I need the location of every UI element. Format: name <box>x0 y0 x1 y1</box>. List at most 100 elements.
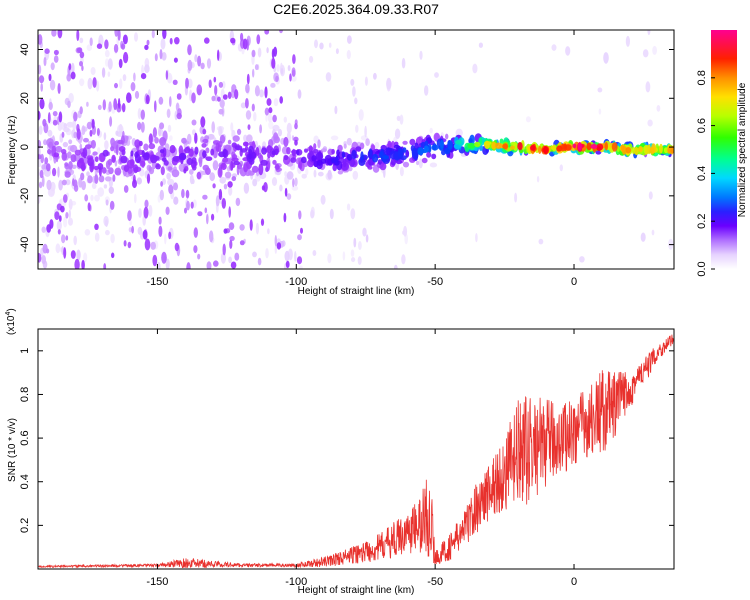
spectral-blob <box>538 238 544 245</box>
spectral-blob <box>405 149 410 158</box>
spectral-blob <box>242 141 249 147</box>
spectral-blob <box>83 137 89 143</box>
spectral-blob <box>419 50 423 60</box>
spectral-blob <box>579 256 585 263</box>
spectral-blob <box>109 116 113 127</box>
spectral-blob <box>336 149 340 157</box>
spectral-blob <box>289 73 292 82</box>
spectral-blob <box>659 143 663 154</box>
spectral-blob <box>89 37 93 46</box>
spectral-blob <box>634 146 639 156</box>
spectral-blob <box>268 120 274 130</box>
spectral-blob <box>514 192 518 203</box>
spectral-blob <box>264 30 270 35</box>
spectral-blob <box>265 248 269 259</box>
spectral-blob <box>61 148 67 155</box>
spectral-blob <box>158 96 164 105</box>
spectral-blob <box>246 134 253 143</box>
spectral-blob <box>162 30 167 40</box>
spectral-blob <box>647 30 651 36</box>
spectral-blob <box>260 218 265 226</box>
spectral-blob <box>598 108 602 115</box>
snr-x-tick-label: -150 <box>146 576 168 588</box>
spectral-blob <box>46 248 50 254</box>
spectral-blob <box>111 154 116 163</box>
colorbar: 0.0 0.2 0.4 0.6 0.8 Normalized spectral ampl… <box>696 30 748 277</box>
spectral-blob <box>254 64 259 71</box>
spectral-blob <box>91 118 95 129</box>
spectral-blob <box>377 159 382 165</box>
spectral-blob <box>294 139 298 146</box>
spectral-blob <box>84 194 89 202</box>
spectrogram-x-tick-label: -100 <box>285 276 307 288</box>
spectral-blob <box>447 140 453 150</box>
spectral-blob <box>645 81 651 93</box>
spectral-blob <box>228 222 235 231</box>
spectral-blob <box>160 181 164 187</box>
spectral-blob <box>167 124 172 133</box>
spectral-blob <box>154 137 159 144</box>
spectral-blob <box>72 119 77 131</box>
spectral-blob <box>212 160 219 171</box>
spectral-blob <box>478 42 483 48</box>
spectral-blob <box>642 49 649 58</box>
spectral-blob <box>274 235 277 247</box>
spectral-blob <box>421 157 428 164</box>
spectral-blob <box>355 124 359 133</box>
spectral-blob <box>423 145 429 153</box>
spectral-blob <box>110 137 115 147</box>
spectral-blob <box>350 208 356 220</box>
spectral-blob <box>205 167 211 175</box>
spectral-blob <box>210 148 215 156</box>
spectral-blob <box>148 204 153 217</box>
spectrogram-y-tick-label: 0 <box>19 144 31 150</box>
spectral-blob <box>251 103 255 112</box>
spectral-blob <box>331 157 336 164</box>
spectral-blob <box>66 121 74 128</box>
spectral-blob <box>232 135 240 142</box>
spectral-blob <box>207 133 215 140</box>
spectral-blob <box>275 163 280 171</box>
snr-multiplier-close: ) <box>6 308 17 311</box>
spectral-blob <box>107 71 111 77</box>
spectral-blob <box>223 228 228 234</box>
spectral-blob <box>202 150 207 159</box>
spectral-blob <box>166 172 171 180</box>
spectral-blob <box>104 49 110 58</box>
spectral-blob <box>290 157 297 163</box>
spectral-blob <box>296 256 303 265</box>
spectral-blob <box>355 146 362 152</box>
spectral-blob <box>364 125 367 138</box>
spectral-blob <box>68 209 72 219</box>
spectral-blob <box>638 146 643 153</box>
spectral-blob <box>218 126 223 137</box>
spectral-blob <box>154 53 158 62</box>
snr-y-tick-label: 0.2 <box>19 518 31 533</box>
snr-y-label: SNR (10 * v/v) <box>7 418 18 482</box>
spectral-blob <box>335 156 339 163</box>
spectral-blob <box>47 148 52 155</box>
spectral-blob <box>48 73 52 82</box>
spectral-blob <box>128 227 132 233</box>
spectral-blob <box>134 193 137 204</box>
spectral-blob <box>80 172 85 181</box>
spectral-blob <box>160 38 166 50</box>
spectral-blob <box>439 139 444 149</box>
spectral-blob <box>133 72 136 82</box>
spectral-blob <box>81 180 86 191</box>
spectral-blob <box>196 171 202 180</box>
spectral-blob <box>82 147 88 159</box>
spectral-blob <box>121 103 126 113</box>
spectral-blob <box>102 99 107 111</box>
spectral-blob <box>285 260 290 268</box>
spectral-blob <box>148 133 153 145</box>
spectral-blob <box>168 184 174 195</box>
spectral-blob <box>55 243 61 254</box>
spectral-blob <box>194 54 198 63</box>
spectrogram-frame <box>37 29 675 270</box>
spectral-blob <box>191 92 196 104</box>
spectral-blob <box>379 162 387 171</box>
spectral-blob <box>309 55 314 63</box>
spectral-blob <box>434 72 439 78</box>
spectral-blob <box>94 174 99 185</box>
